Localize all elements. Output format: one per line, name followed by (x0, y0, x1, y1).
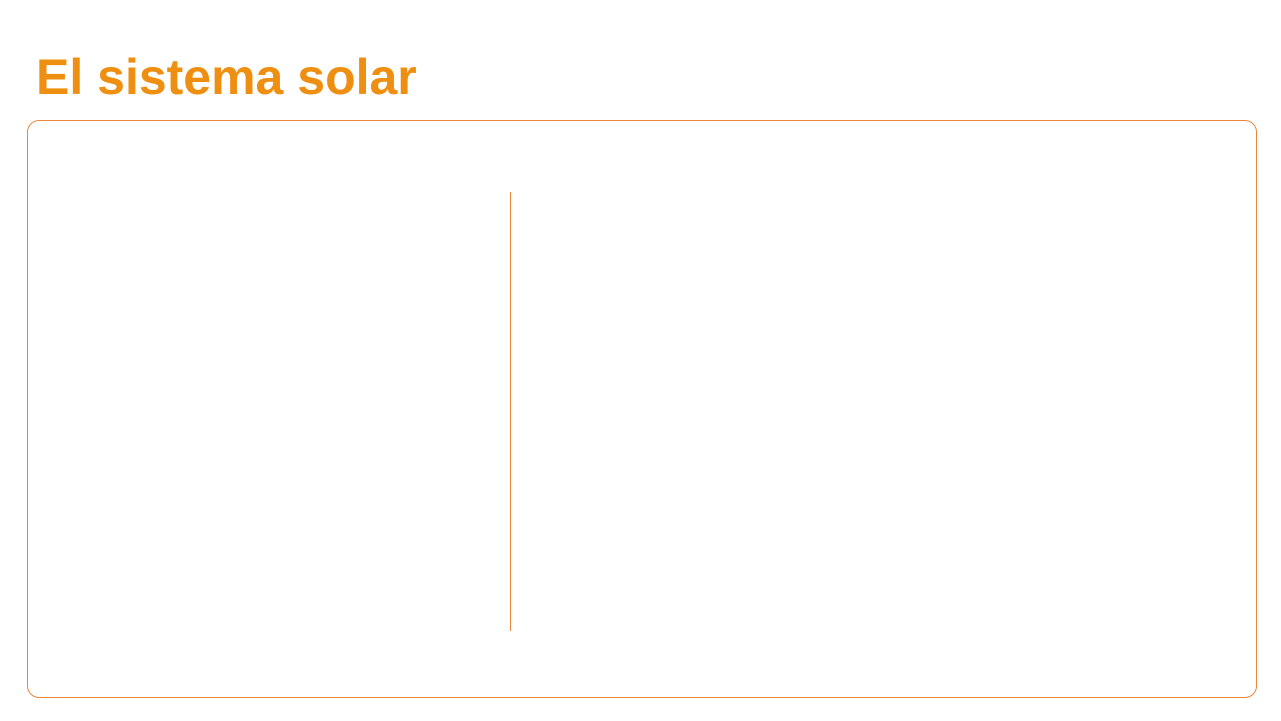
column-divider (510, 192, 511, 631)
left-column (58, 192, 498, 631)
slide-title: El sistema solar (36, 49, 417, 105)
right-column (528, 192, 1228, 631)
content-frame (27, 120, 1257, 698)
